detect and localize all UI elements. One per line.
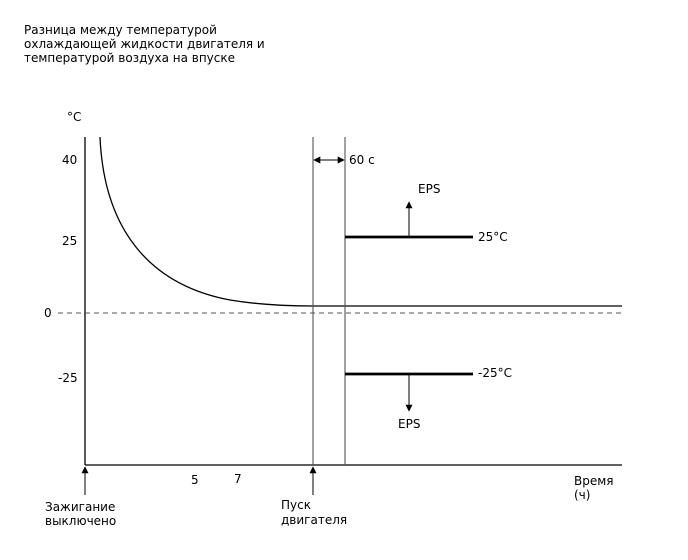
engine-start-label-line-1: Пуск: [281, 498, 311, 512]
y-unit-label: °C: [67, 110, 81, 124]
title-line-2: охлаждающей жидкости двигателя и: [24, 37, 265, 51]
y-tick-40: 40: [62, 153, 77, 167]
x-tick-7: 7: [234, 472, 242, 486]
upper-eps-label: EPS: [418, 182, 440, 196]
lower-threshold-label: -25°C: [478, 366, 512, 380]
title-line-1: Разница между температурой: [24, 23, 217, 37]
engine-start-label-line-2: двигателя: [281, 513, 347, 527]
ignition-off-label-line-2: выключено: [45, 514, 116, 528]
x-axis-label-line-1: Время: [574, 474, 614, 488]
y-tick-0: 0: [44, 306, 52, 320]
temperature-difference-curve: [99, 136, 622, 307]
x-axis-label-line-2: (ч): [574, 488, 590, 502]
x-tick-5: 5: [191, 473, 199, 487]
ignition-off-label-line-1: Зажигание: [45, 500, 115, 514]
upper-threshold-label: 25°C: [478, 230, 508, 244]
y-tick-minus-25: -25: [58, 371, 78, 385]
lower-eps-label: EPS: [398, 417, 420, 431]
title-line-3: температурой воздуха на впуске: [24, 51, 235, 65]
interval-label: 60 с: [349, 153, 375, 167]
y-tick-25: 25: [62, 234, 77, 248]
